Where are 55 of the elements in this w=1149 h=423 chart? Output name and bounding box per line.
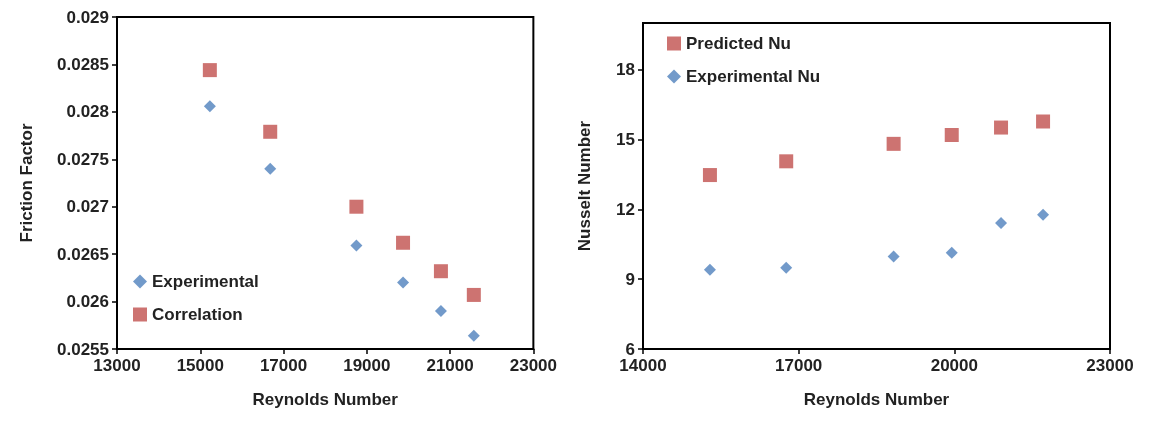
x-tick-label: 17000 (259, 356, 308, 375)
y-axis-title: Nusselt Number (575, 120, 594, 252)
y-tick-label: 9 (625, 269, 635, 289)
point (994, 120, 1009, 135)
point (995, 217, 1008, 230)
legend-label: Predicted Nu (686, 34, 791, 53)
x-tick-label: 19000 (343, 356, 391, 375)
point (397, 276, 410, 289)
legend-label: Correlation (152, 305, 243, 324)
y-tick-label: 0.0265 (57, 244, 109, 264)
point (703, 263, 716, 276)
legend-label: Experimental Nu (686, 67, 821, 86)
point (944, 128, 959, 142)
point (1037, 208, 1050, 221)
point (202, 63, 217, 78)
point (434, 305, 447, 318)
point (467, 329, 480, 342)
y-tick-label: 0.026 (66, 292, 109, 312)
y-tick-label: 0.029 (66, 7, 109, 27)
x-axis-title: Reynolds Number (252, 390, 399, 409)
point (263, 124, 278, 139)
x-tick-label: 20000 (930, 356, 978, 375)
y-tick-label: 0.0275 (57, 149, 109, 169)
point (780, 261, 793, 274)
point (945, 246, 958, 259)
y-tick-label: 18 (616, 60, 635, 80)
point (887, 250, 900, 263)
point (433, 264, 448, 279)
x-tick-label: 13000 (93, 356, 141, 375)
point (886, 136, 901, 151)
point (702, 168, 717, 183)
y-tick-label: 12 (616, 199, 635, 219)
point (396, 235, 411, 250)
point (203, 100, 216, 113)
legend-label: Experimental (152, 272, 259, 291)
y-tick-label: 0.027 (66, 197, 109, 217)
x-axis-title: Reynolds Number (803, 390, 950, 409)
x-tick-label: 14000 (619, 356, 667, 375)
y-tick-label: 6 (625, 339, 635, 359)
x-tick-label: 15000 (176, 356, 224, 375)
x-tick-label: 23000 (1086, 356, 1134, 375)
point (350, 239, 363, 252)
y-tick-label: 15 (616, 129, 635, 149)
x-tick-label: 23000 (509, 356, 557, 375)
y-tick-label: 0.0285 (57, 54, 109, 74)
point (466, 287, 481, 302)
point (349, 199, 364, 214)
x-tick-label: 21000 (426, 356, 474, 375)
y-tick-label: 0.0255 (57, 339, 109, 359)
point (779, 154, 794, 169)
x-tick-label: 17000 (775, 356, 823, 375)
point (1036, 114, 1051, 129)
y-axis-title: Friction Factor (17, 123, 36, 243)
y-tick-label: 0.028 (66, 102, 109, 122)
point (264, 162, 277, 175)
